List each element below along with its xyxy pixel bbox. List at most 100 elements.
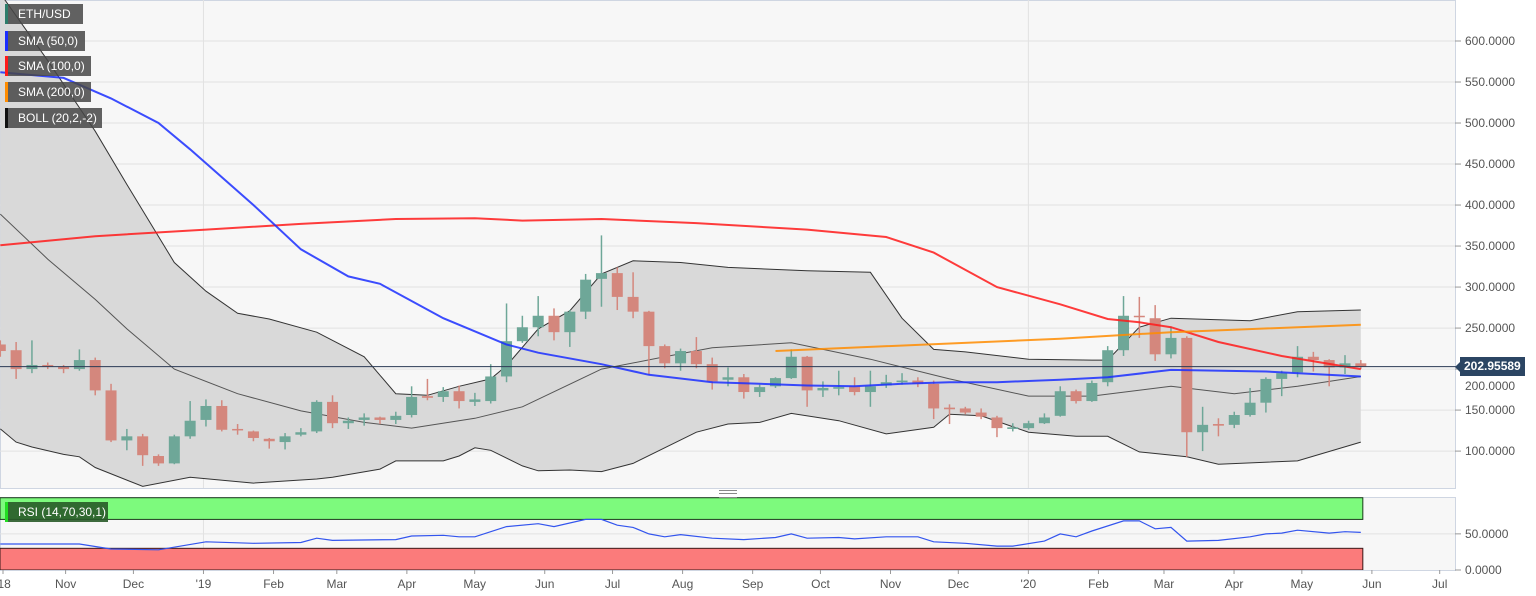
candle[interactable] (453, 385, 465, 409)
candle[interactable] (358, 413, 370, 426)
candle[interactable] (548, 308, 560, 341)
candle[interactable] (89, 357, 101, 396)
legend-rsi[interactable]: RSI (14,70,30,1) (5, 502, 108, 522)
candle[interactable] (1355, 360, 1367, 370)
candle[interactable] (374, 416, 386, 425)
candle[interactable] (1054, 386, 1066, 417)
candle-body (232, 428, 244, 431)
candle[interactable] (342, 417, 354, 429)
candle-body (200, 405, 212, 420)
candle[interactable] (944, 404, 955, 425)
candle[interactable] (263, 437, 275, 449)
legend-sma-100[interactable]: SMA (100,0) (5, 56, 91, 76)
candle[interactable] (1070, 389, 1082, 404)
candle[interactable] (105, 383, 117, 443)
candle-body (121, 436, 133, 441)
last-price-label: 202.95589 (1455, 357, 1525, 377)
candle[interactable] (896, 373, 908, 385)
candle-body (421, 396, 433, 398)
candle[interactable] (785, 349, 797, 379)
candle[interactable] (864, 370, 876, 407)
candle[interactable] (738, 373, 750, 399)
candle[interactable] (659, 344, 671, 369)
candle[interactable] (1260, 377, 1272, 413)
candle[interactable] (42, 362, 54, 370)
legend-sma-50[interactable]: SMA (50,0) (5, 31, 85, 51)
candle[interactable] (833, 370, 845, 396)
candle[interactable] (991, 415, 1003, 438)
candle[interactable] (485, 364, 497, 404)
candle[interactable] (516, 315, 528, 343)
candle[interactable] (153, 454, 164, 466)
candle[interactable] (1244, 387, 1256, 417)
candle[interactable] (200, 399, 212, 427)
candle[interactable] (1007, 423, 1019, 432)
candle[interactable] (216, 400, 228, 432)
candle-body (105, 390, 117, 441)
candle[interactable] (168, 434, 180, 465)
candle[interactable] (10, 342, 22, 379)
candle[interactable] (817, 381, 829, 397)
candle[interactable] (928, 380, 940, 420)
candle[interactable] (501, 303, 513, 383)
legend-boll[interactable]: BOLL (20,2,-2) (5, 108, 102, 128)
candle[interactable] (232, 424, 244, 435)
candle[interactable] (1086, 380, 1098, 402)
candle[interactable] (627, 272, 639, 319)
candle-body (1165, 337, 1177, 355)
candle[interactable] (1339, 355, 1351, 374)
candle-body (801, 356, 813, 391)
candle[interactable] (311, 400, 323, 434)
candle[interactable] (643, 310, 655, 375)
candle[interactable] (912, 377, 924, 388)
candle[interactable] (532, 296, 544, 337)
candle[interactable] (121, 428, 133, 451)
candle[interactable] (406, 386, 418, 418)
candle[interactable] (690, 337, 702, 369)
candle[interactable] (247, 430, 259, 442)
candle[interactable] (611, 267, 623, 311)
candle[interactable] (279, 433, 291, 450)
candle[interactable] (1181, 336, 1193, 457)
candle-body (1023, 423, 1035, 429)
candle-body (1054, 391, 1066, 416)
candle[interactable] (437, 387, 449, 402)
legend-eth-usd[interactable]: ETH/USD (5, 4, 83, 24)
candle[interactable] (327, 395, 339, 429)
candle[interactable] (421, 378, 433, 401)
sma-100-line (0, 217, 1361, 371)
candle[interactable] (390, 411, 402, 425)
candle[interactable] (184, 401, 196, 439)
candle[interactable] (706, 357, 718, 390)
candle[interactable] (959, 406, 971, 415)
candle[interactable] (595, 235, 607, 307)
legend-sma-200[interactable]: SMA (200,0) (5, 82, 91, 102)
y-tick-label: 300.0000 (1465, 280, 1515, 294)
candle[interactable] (1292, 346, 1304, 378)
x-tick-label: Apr (398, 577, 417, 591)
candle[interactable] (975, 408, 987, 420)
candle[interactable] (73, 349, 85, 371)
candle[interactable] (137, 433, 149, 466)
x-tick-label: Dec (123, 577, 144, 591)
candle[interactable] (469, 392, 481, 406)
candle[interactable] (801, 355, 813, 407)
candle[interactable] (1118, 296, 1130, 356)
candle[interactable] (295, 428, 307, 437)
candle[interactable] (1133, 296, 1145, 338)
candle[interactable] (1228, 411, 1240, 429)
candle[interactable] (1197, 406, 1209, 452)
candle[interactable] (0, 340, 6, 357)
candle[interactable] (1038, 413, 1050, 425)
candle[interactable] (769, 377, 781, 388)
candle-body (1228, 415, 1240, 425)
candle[interactable] (1276, 370, 1288, 397)
legend-label: SMA (100,0) (18, 59, 85, 73)
candle[interactable] (754, 384, 766, 397)
candle[interactable] (564, 310, 576, 347)
candle[interactable] (1212, 418, 1224, 437)
candle[interactable] (1023, 420, 1035, 430)
candle[interactable] (580, 273, 592, 320)
panel-resize-handle[interactable] (719, 490, 737, 498)
